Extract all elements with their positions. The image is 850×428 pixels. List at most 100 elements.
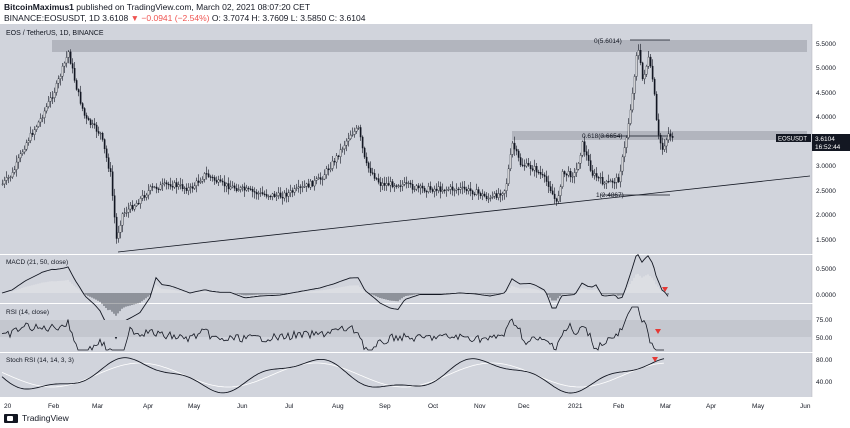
candle-body	[627, 123, 630, 138]
candle-body	[425, 191, 428, 193]
price-tick: 4.0000	[816, 114, 836, 121]
candle-body	[219, 179, 222, 182]
candle-body	[615, 177, 618, 183]
candle-body	[409, 182, 412, 185]
candle-body	[181, 184, 184, 189]
candle-body	[81, 103, 84, 109]
candle-body	[407, 182, 410, 185]
symbol-info: BINANCE:EOSUSDT, 1D 3.6108 ▼ −0.0941 (−2…	[4, 13, 365, 23]
candle-body	[431, 189, 434, 192]
candle-body	[611, 180, 614, 183]
candle-body	[359, 127, 362, 138]
candle-body	[295, 187, 298, 189]
resistance-zone[interactable]	[52, 40, 807, 52]
candle-body	[331, 160, 334, 169]
candle-body	[669, 133, 672, 137]
candle-body	[155, 186, 158, 190]
candle-body	[663, 145, 666, 150]
candle-body	[123, 212, 126, 214]
candle-body	[19, 153, 22, 159]
candle-body	[227, 183, 230, 190]
candle-body	[195, 180, 198, 186]
candle-body	[471, 190, 474, 195]
candle-body	[165, 182, 168, 185]
candle-body	[619, 170, 622, 183]
fib-zone[interactable]	[512, 131, 807, 140]
candle-body	[529, 165, 532, 169]
candle-body	[119, 225, 122, 233]
candle-body	[133, 205, 136, 210]
candle-body	[641, 62, 644, 80]
candle-body	[391, 181, 394, 188]
candle-body	[551, 190, 554, 195]
candle-body	[401, 184, 404, 187]
candle-body	[653, 78, 656, 95]
candle-body	[539, 172, 542, 175]
candle-body	[531, 168, 534, 171]
candle-body	[465, 189, 468, 192]
candle-body	[209, 176, 212, 178]
candle-body	[93, 123, 96, 126]
time-axis[interactable]: 20 Feb Mar Apr May Jun Jul Aug Sep Oct Nov Dec 2021 F…	[4, 403, 811, 410]
candle-body	[637, 49, 640, 56]
stoch-rsi-indicator[interactable]	[1, 357, 665, 394]
candle-body	[419, 185, 422, 189]
candle-body	[493, 193, 496, 197]
candle-body	[345, 140, 348, 146]
macd-indicator[interactable]	[1, 254, 669, 340]
candle-body	[217, 179, 220, 183]
candle-body	[305, 183, 308, 187]
candle-body	[561, 171, 564, 187]
fib-618-label: 0.618(3.6654)	[582, 133, 622, 140]
candle-body	[239, 187, 242, 190]
candle-body	[483, 193, 486, 197]
candle-body	[565, 173, 568, 176]
candle-body	[671, 136, 674, 138]
candle-body	[191, 186, 194, 189]
candle-body	[585, 151, 588, 156]
candle-body	[171, 186, 174, 188]
candle-body	[333, 160, 336, 163]
chart-svg[interactable]: 0(5.6014) 0.618(3.6654) 1(2.4867) EOS / …	[0, 24, 850, 412]
candle-body	[337, 155, 340, 157]
candle-body	[273, 193, 276, 197]
ohlc-values: O: 3.7074 H: 3.7609 L: 3.5850 C: 3.6104	[211, 13, 366, 23]
candle-body	[613, 182, 616, 184]
candle-body	[253, 191, 256, 193]
candle-body	[231, 185, 234, 188]
candle-body	[393, 185, 396, 188]
rsi-indicator[interactable]	[1, 306, 664, 351]
candle-body	[609, 180, 612, 182]
candle-body	[257, 193, 260, 195]
candle-body	[143, 195, 146, 198]
footer-brand[interactable]: TradingView	[22, 413, 69, 423]
candle-body	[113, 195, 116, 218]
candle-body	[7, 177, 10, 179]
candle-body	[625, 137, 628, 148]
candle-body	[475, 189, 478, 195]
fib-0-label: 0(5.6014)	[594, 38, 622, 45]
candle-body	[593, 173, 596, 176]
candle-body	[553, 193, 556, 199]
candle-body	[95, 124, 98, 132]
price-tick: 3.0000	[816, 163, 836, 170]
candle-body	[371, 172, 374, 174]
candle-body	[9, 176, 12, 178]
candle-body	[621, 156, 624, 172]
candle-body	[63, 62, 66, 67]
candle-body	[329, 168, 332, 171]
candle-body	[249, 188, 252, 190]
candle-body	[649, 56, 652, 67]
ascending-support-line[interactable]	[117, 175, 811, 253]
candle-body	[577, 163, 580, 170]
candle-body	[73, 68, 76, 81]
chart-area[interactable]: 0(5.6014) 0.618(3.6654) 1(2.4867) EOS / …	[0, 24, 850, 412]
macd-tick: 0.5000	[816, 266, 836, 273]
price-candles[interactable]	[1, 43, 674, 244]
price-axis[interactable]: 5.5000 5.0000 4.5000 4.0000 3.0000 2.500…	[816, 41, 836, 244]
author-name[interactable]: BitcoinMaximus1	[4, 2, 74, 12]
candle-body	[545, 176, 548, 182]
candle-body	[375, 178, 378, 180]
candle-body	[145, 194, 148, 198]
candle-body	[147, 190, 150, 196]
